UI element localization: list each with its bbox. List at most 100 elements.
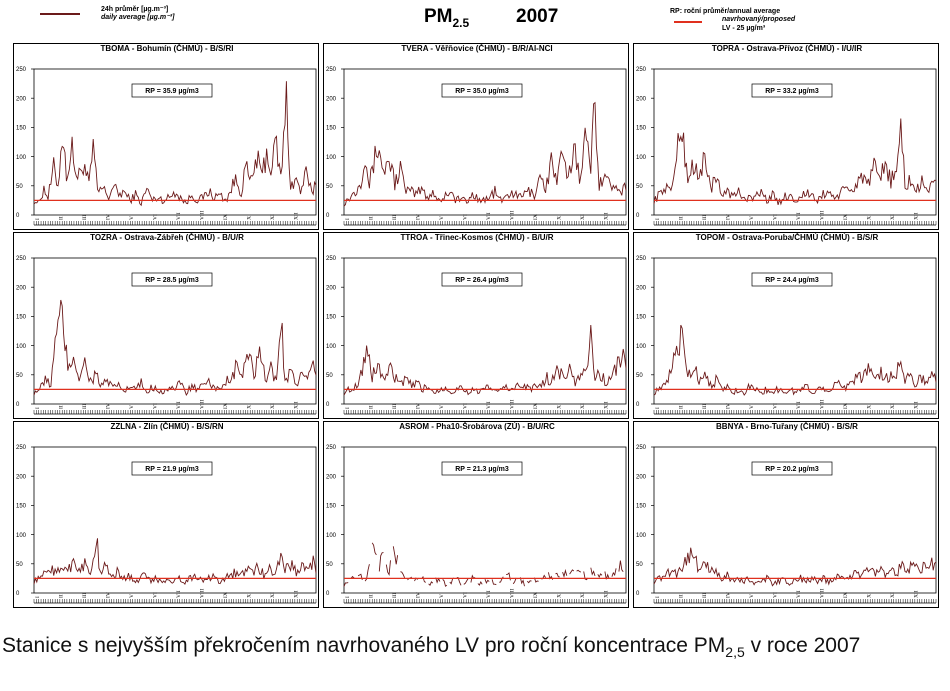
y-tick-label: 100 [326,344,337,350]
annual-average-label: RP = 20.2 µg/m3 [765,466,819,473]
x-month-label: IX [223,592,229,598]
x-month-label: II [369,594,375,598]
x-month-label: VII [796,212,802,220]
x-month-label: I [655,407,661,409]
x-month-label: VII [176,212,182,220]
y-tick-label: 200 [636,474,647,480]
plot-area [343,257,627,405]
chart-panel: TTROA - Třinec-Kosmos (ČHMÚ) - B/U/R 0 50 1… [323,232,629,419]
y-tick-label: 150 [16,126,27,132]
x-month-label: X [867,216,873,220]
y-tick-label: 200 [326,96,337,102]
daily-average-series [343,324,627,396]
x-month-label: VI [153,592,159,598]
chart-panel: TOZRA - Ostrava-Zábřeh (ČHMÚ) - B/U/R 0 50… [13,232,319,419]
x-month-label: VIII [510,588,516,598]
chart-title: TVERA - Věřňovice (ČHMÚ) - B/R/AI-NCI [401,44,552,53]
chart-title: TOZRA - Ostrava-Zábřeh (ČHMÚ) - B/U/R [90,233,244,242]
x-month-label: VII [486,212,492,220]
x-month-label: X [867,594,873,598]
x-month-label: IV [416,214,422,220]
x-month-label: I [345,407,351,409]
x-month-label: III [702,592,708,598]
y-tick-label: 0 [326,213,330,219]
chart-svg: TOPOM - Ostrava-Poruba/ČHMÚ (ČHMÚ) - B/S… [636,233,937,415]
chart-svg: TBOMA - Bohumín (ČHMÚ) - B/S/RI 0 50 100 150… [16,44,317,226]
y-tick-label: 200 [16,96,27,102]
y-tick-label: 50 [326,373,333,379]
chart-panel: ASROM - Pha10-Šrobárova (ZÚ) - B/U/RC 0 50… [323,421,629,608]
x-day-ticks [653,221,937,225]
x-month-label: I [35,596,41,598]
x-month-label: XII [604,590,610,598]
y-tick-label: 150 [326,504,337,510]
y-tick-label: 50 [326,562,333,568]
x-month-label: X [867,405,873,409]
x-day-ticks [653,599,937,603]
chart-panel: TBOMA - Bohumín (ČHMÚ) - B/S/RI 0 50 100 150… [13,43,319,230]
x-month-label: VI [773,403,779,409]
x-month-label: VI [773,214,779,220]
x-month-label: XI [270,592,276,598]
y-tick-label: 0 [636,213,640,219]
chart-panel: TOPRA - Ostrava-Přívoz (ČHMÚ) - I/U/IR 0 5… [633,43,939,230]
x-month-label: VIII [820,588,826,598]
chart-title: ASROM - Pha10-Šrobárova (ZÚ) - B/U/RC [399,422,555,431]
legend-limit-label-en: navrhovaný/proposed [722,16,796,23]
y-tick-label: 150 [326,126,337,132]
annual-average-box [441,83,523,98]
legend-rp-label: RP: roční průměr/annual average [670,8,781,15]
y-tick-label: 50 [16,562,23,568]
x-month-label: VI [463,403,469,409]
x-day-ticks [343,221,627,225]
x-month-label: IV [416,592,422,598]
y-tick-label: 150 [636,315,647,321]
x-month-label: II [59,216,65,220]
y-tick-label: 0 [636,402,640,408]
x-month-label: VI [153,214,159,220]
legend-daily-label-cz: 24h průměr [µg.m⁻³] [101,6,169,13]
annual-average-box [131,83,213,98]
x-month-label: XI [890,214,896,220]
x-month-label: II [59,594,65,598]
y-tick-label: 150 [16,504,27,510]
x-month-label: XII [604,401,610,409]
y-tick-label: 150 [636,126,647,132]
x-month-label: V [749,594,755,598]
chart-title: TOPOM - Ostrava-Poruba/ČHMÚ (ČHMÚ) - B/S… [696,233,879,242]
y-tick-label: 0 [326,591,330,597]
annual-average-label: RP = 24.4 µg/m3 [765,277,819,284]
x-month-label: VI [153,403,159,409]
y-tick-label: 250 [326,445,337,451]
x-month-label: XII [294,212,300,220]
x-month-label: IV [726,403,732,409]
chart-panel: BBNYA - Brno-Tuřany (ČHMÚ) - B/S/R 0 50 100… [633,421,939,608]
plot-area [343,446,627,594]
chart-svg: TTROA - Třinec-Kosmos (ČHMÚ) - B/U/R 0 50 1… [326,233,627,415]
y-tick-label: 200 [326,285,337,291]
y-tick-label: 250 [636,256,647,262]
plot-area [653,68,937,216]
x-month-label: VIII [820,210,826,220]
x-month-label: XII [914,401,920,409]
y-tick-label: 150 [326,315,337,321]
y-tick-label: 100 [16,155,27,161]
x-month-label: VII [486,401,492,409]
y-tick-label: 100 [326,533,337,539]
annual-average-box [441,461,523,476]
x-month-label: V [439,594,445,598]
plot-area [33,257,317,405]
x-month-label: II [59,405,65,409]
chart-title: ZZLNA - Zlín (ČHMÚ) - B/S/RN [110,422,223,431]
y-tick-label: 100 [16,344,27,350]
figure-title: PM2.5 [424,6,470,30]
x-month-label: XI [580,403,586,409]
x-month-label: I [35,218,41,220]
y-tick-label: 50 [636,373,643,379]
y-tick-label: 250 [16,445,27,451]
annual-average-box [751,83,833,98]
x-month-label: VII [486,590,492,598]
x-month-label: XII [604,212,610,220]
x-month-label: V [749,405,755,409]
y-tick-label: 100 [16,533,27,539]
